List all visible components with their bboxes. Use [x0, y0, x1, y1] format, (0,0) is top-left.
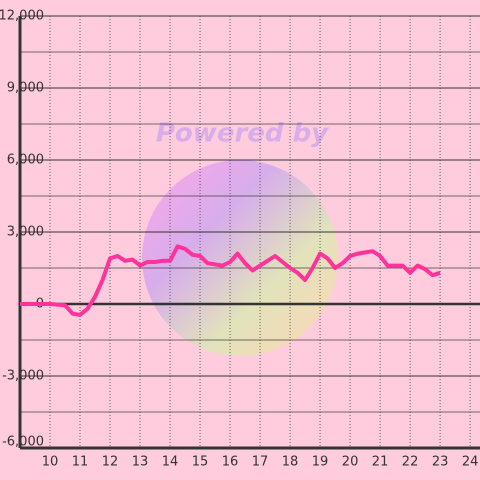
x-tick-label: 22: [402, 455, 419, 470]
y-tick-label: 12,000: [0, 9, 44, 24]
watermark-text: Powered by: [156, 119, 329, 149]
x-tick-label: 21: [372, 455, 389, 470]
data-line: [20, 244, 441, 317]
x-tick-label: 18: [282, 455, 299, 470]
x-tick-label: 24: [462, 455, 479, 470]
x-tick-label: 12: [102, 455, 119, 470]
y-tick-label: 3,000: [7, 225, 44, 240]
x-tick-label: 13: [132, 455, 149, 470]
y-tick-label: -3,000: [2, 369, 44, 384]
x-tick-label: 20: [342, 455, 359, 470]
x-tick-label: 11: [72, 455, 89, 470]
x-tick-label: 15: [192, 455, 209, 470]
y-tick-label: 9,000: [7, 81, 44, 96]
x-tick-label: 17: [252, 455, 269, 470]
x-tick-label: 14: [162, 455, 179, 470]
y-tick-label: -6,000: [2, 435, 44, 450]
x-tick-label: 10: [42, 455, 59, 470]
x-tick-label: 19: [312, 455, 329, 470]
x-tick-label: 23: [432, 455, 449, 470]
x-tick-label: 16: [222, 455, 239, 470]
y-tick-label: 6,000: [7, 153, 44, 168]
